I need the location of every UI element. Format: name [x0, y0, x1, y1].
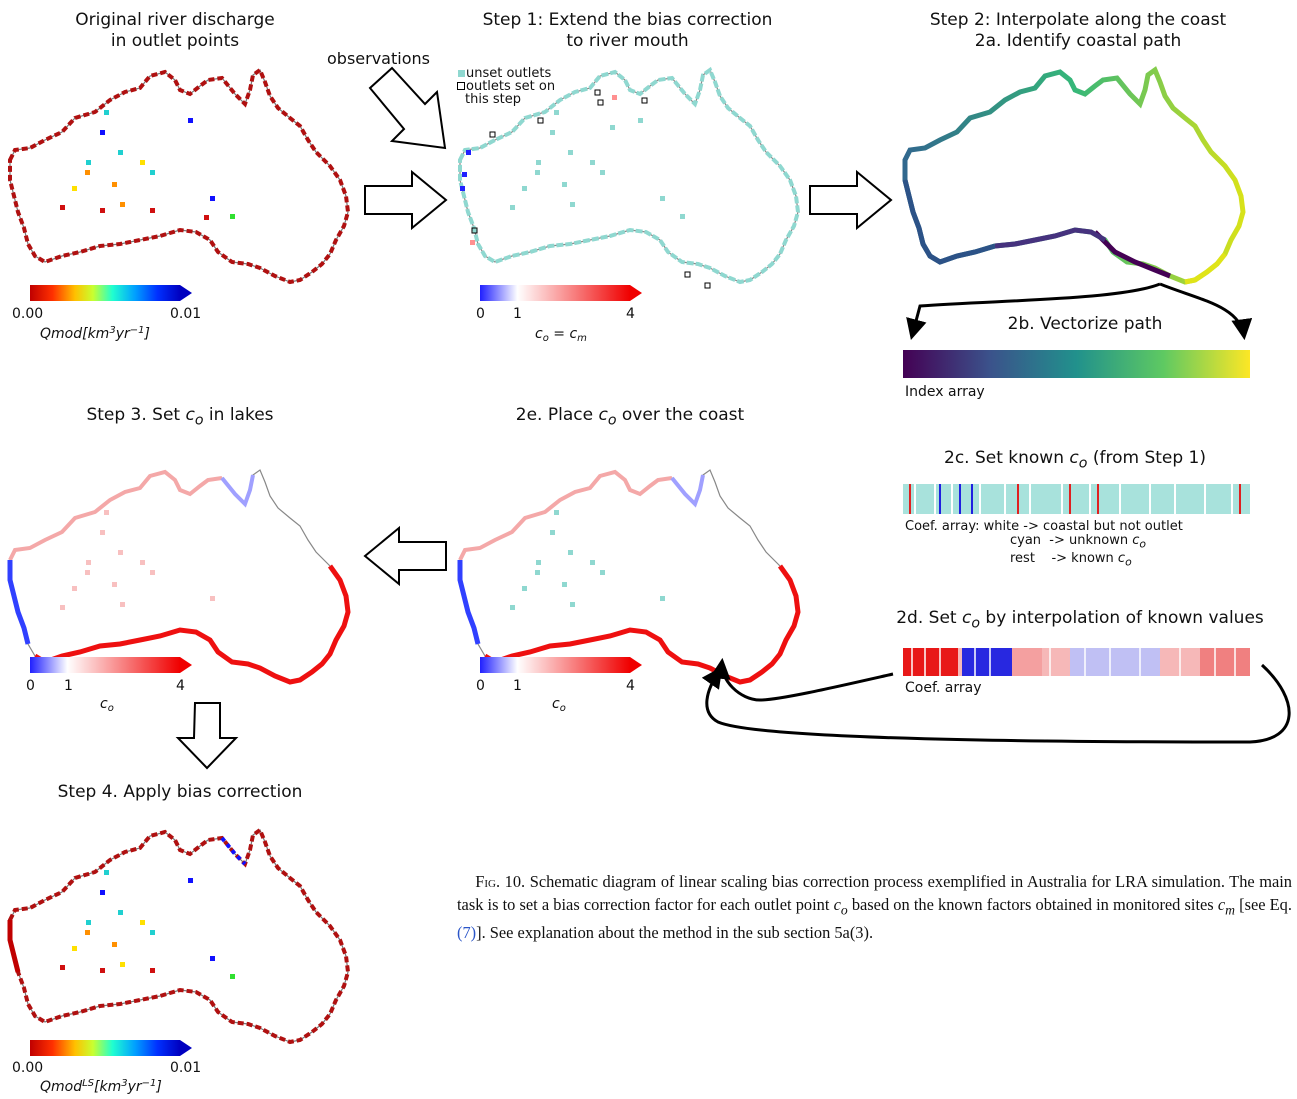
block-arrow-observations [368, 66, 447, 150]
step2d-title: 2d. Set co by interpolation of known val… [896, 608, 1264, 632]
colorbar-co2e-tick1: 1 [513, 678, 522, 694]
observations-label: observations [327, 49, 430, 68]
panel3-map [7, 469, 351, 685]
colorbar-qmod-max: 0.01 [170, 306, 201, 322]
panel1-title-line1: Step 1: Extend the bias correction [482, 10, 773, 30]
index-array-bar [903, 350, 1250, 378]
colorbar-qmod: 0.00 0.01 Qmod[km3yr−1] [12, 285, 201, 342]
panel0-title-line2: in outlet points [110, 31, 240, 51]
panel2-coastal-path [905, 70, 1243, 282]
caption-text-1: Schematic diagram of linear scaling bias… [457, 872, 1293, 914]
colorbar-qmodls-min: 0.00 [12, 1060, 43, 1076]
colorbar-co2e-label: co [552, 696, 566, 714]
coef-legend-rest: rest -> known co [1010, 550, 1132, 569]
step2c-title: 2c. Set known co (from Step 1) [944, 448, 1206, 472]
colorbar-co2e-tick0: 0 [476, 678, 485, 694]
legend-unset-outlets: unset outlets [458, 66, 551, 82]
colorbar-qmod-ls: 0.00 0.01 QmodLS[km3yr−1] [12, 1040, 201, 1095]
panel2-title-line2: 2a. Identify coastal path [974, 31, 1182, 51]
panel0-title-line1: Original river discharge [75, 10, 275, 30]
curved-arrows [701, 282, 1291, 744]
colorbar-co3-label: co [100, 696, 114, 714]
colorbar-co-cm-tick0: 0 [476, 306, 485, 322]
colorbar-qmodls-max: 0.01 [170, 1060, 201, 1076]
panel1-title: Step 1: Extend the bias correction to ri… [455, 10, 800, 52]
colorbar-co-cm-tick4: 4 [626, 306, 635, 322]
panel3-title: Step 3. Set co in lakes [86, 405, 274, 429]
panel4-map [457, 469, 801, 685]
index-array-label: Index array [905, 384, 985, 400]
panel2-title-line1: Step 2: Interpolate along the coast [929, 10, 1227, 30]
panel2-title: Step 2: Interpolate along the coast 2a. … [898, 10, 1258, 52]
figure-caption: Fig. 10. Schematic diagram of linear sca… [457, 872, 1293, 943]
coef-array-interpolated [903, 648, 1250, 676]
step2b-title: 2b. Vectorize path [1007, 314, 1163, 334]
block-arrow-to-step1 [364, 169, 448, 231]
coef-legend-white: Coef. array: white -> coastal but not ou… [905, 519, 1183, 534]
cyan-square-icon [458, 70, 465, 77]
legend-outlets-set: outlets set on this step [457, 80, 555, 106]
panel0-map [8, 68, 350, 284]
colorbar-qmodls-label: QmodLS[km3yr−1] [40, 1078, 162, 1095]
colorbar-co-cm-tick1: 1 [513, 306, 522, 322]
panel1-map [458, 68, 800, 289]
coef-array-label: Coef. array [905, 680, 982, 696]
equation-link[interactable]: (7) [457, 923, 477, 943]
figure-number: Fig. 10. [475, 872, 526, 891]
colorbar-co3-tick4: 4 [176, 678, 185, 694]
coef-legend-cyan: cyan -> unknown co [1010, 533, 1147, 551]
panel4-title: 2e. Place co over the coast [515, 405, 745, 429]
colorbar-co-step3: 0 1 4 co [26, 657, 192, 714]
coef-array-legend: Coef. array: white -> coastal but not ou… [905, 520, 1183, 569]
colorbar-qmod-min: 0.00 [12, 306, 43, 322]
colorbar-co3-tick0: 0 [26, 678, 35, 694]
block-arrow-to-step4 [175, 702, 239, 770]
panel0-title: Original river discharge in outlet point… [60, 10, 290, 52]
caption-text-4: ]. See explanation about the method in t… [476, 923, 874, 943]
block-arrow-to-step3 [363, 525, 447, 587]
panel5-map [7, 828, 350, 1044]
caption-text-2: based on the known factors obtained in m… [851, 895, 1214, 914]
colorbar-qmod-label: Qmod[km3yr−1] [40, 325, 150, 342]
block-arrow-to-step2 [809, 169, 893, 231]
black-square-icon [457, 82, 465, 90]
colorbar-co3-tick1: 1 [64, 678, 73, 694]
colorbar-co-step2e: 0 1 4 co [476, 657, 642, 714]
colorbar-co-cm-label: co = cm [535, 326, 587, 344]
colorbar-co2e-tick4: 4 [626, 678, 635, 694]
colorbar-co-cm: 0 1 4 co = cm [476, 285, 642, 344]
caption-text-3: [see Eq. [1239, 895, 1292, 914]
panel5-title: Step 4. Apply bias correction [57, 782, 303, 802]
panel1-title-line2: to river mouth [566, 31, 689, 51]
coef-array-known [903, 484, 1250, 514]
